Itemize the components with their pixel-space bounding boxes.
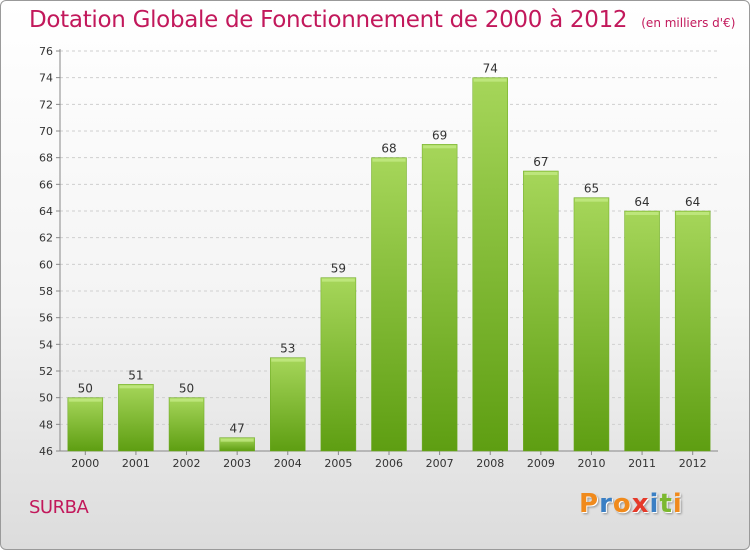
bar-highlight	[220, 438, 254, 442]
bar-2005	[320, 277, 357, 452]
place-name: SURBA	[29, 497, 89, 518]
bar-2009	[523, 170, 559, 452]
bar-highlight	[170, 398, 204, 402]
data-label-2004: 53	[280, 342, 295, 356]
bar-highlight	[473, 78, 507, 82]
bar-highlight	[68, 398, 102, 402]
data-label-2010: 65	[584, 182, 599, 196]
bar-2000	[67, 397, 104, 452]
data-label-2000: 50	[78, 382, 93, 396]
bar-highlight	[423, 145, 457, 149]
bars	[67, 77, 711, 452]
data-label-2009: 67	[533, 155, 548, 169]
y-tick-label: 46	[39, 445, 53, 458]
bar-highlight	[625, 212, 659, 215]
y-tick-label: 60	[39, 258, 53, 271]
data-label-2001: 51	[128, 368, 143, 382]
y-tick-label: 54	[39, 338, 53, 351]
data-label-2002: 50	[179, 382, 194, 396]
bar-highlight	[119, 385, 153, 389]
y-tick-label: 50	[39, 392, 53, 405]
bar-2012	[674, 210, 711, 452]
logo-letter: o	[612, 489, 632, 519]
y-tick-label: 48	[39, 418, 53, 431]
y-tick-label: 56	[39, 312, 53, 325]
bar-2001	[118, 384, 154, 452]
logo-letter: r	[599, 489, 613, 519]
bar-2006	[371, 157, 407, 452]
data-label-2011: 64	[634, 195, 649, 209]
data-label-2006: 68	[381, 142, 396, 156]
x-tick-label-2011: 2011	[628, 457, 656, 470]
data-label-2012: 64	[685, 195, 700, 209]
y-tick-label: 62	[39, 232, 53, 245]
bar-highlight	[574, 198, 608, 202]
bar-highlight	[676, 212, 710, 215]
y-tick-label: 58	[39, 285, 53, 298]
data-label-2007: 69	[432, 128, 447, 142]
data-label-2008: 74	[483, 62, 498, 76]
x-tick-label-2005: 2005	[324, 457, 352, 470]
proxiti-logo: Proxiti	[579, 489, 683, 519]
x-tick-label-2000: 2000	[71, 457, 99, 470]
x-tick-label-2001: 2001	[122, 457, 150, 470]
bar-highlight	[372, 158, 406, 162]
x-tick-label-2003: 2003	[223, 457, 251, 470]
bar-highlight	[271, 358, 305, 362]
chart-title: Dotation Globale de Fonctionnement de 20…	[29, 7, 735, 33]
logo-letter: x	[631, 489, 650, 519]
logo-letter: i	[649, 489, 660, 519]
x-tick-label-2008: 2008	[476, 457, 504, 470]
y-tick-label: 70	[39, 125, 53, 138]
logo-letter: P	[579, 489, 600, 519]
y-tick-label: 66	[39, 178, 53, 191]
data-label-2005: 59	[331, 262, 346, 276]
data-label-2003: 47	[230, 422, 245, 436]
bar-highlight	[524, 172, 558, 175]
logo-letter: t	[659, 489, 673, 519]
bar-2011	[624, 210, 660, 452]
bar-2004	[270, 357, 306, 452]
x-tick-label-2007: 2007	[426, 457, 454, 470]
x-tick-label-2010: 2010	[577, 457, 605, 470]
bar-2010	[573, 197, 610, 452]
y-tick-label: 76	[39, 45, 53, 58]
bar-2008	[472, 77, 508, 452]
x-tick-label-2009: 2009	[527, 457, 555, 470]
y-tick-label: 72	[39, 98, 53, 111]
bar-2007	[421, 144, 458, 452]
bar-highlight	[321, 278, 355, 282]
x-tick-label-2004: 2004	[274, 457, 302, 470]
y-tick-label: 68	[39, 152, 53, 165]
chart-unit: (en milliers d'€)	[641, 16, 736, 30]
y-tick-label: 74	[39, 72, 53, 85]
chart-title-text: Dotation Globale de Fonctionnement de 20…	[29, 7, 628, 33]
x-tick-label-2012: 2012	[679, 457, 707, 470]
x-tick-label-2006: 2006	[375, 457, 403, 470]
y-tick-label: 64	[39, 205, 53, 218]
labels: 46 48 50 52 54 56 58 60 62 64 66 68 70 72 74 76 50 2000 51…	[39, 45, 707, 470]
x-tick-label-2002: 2002	[173, 457, 201, 470]
bar-2002	[168, 397, 205, 452]
y-tick-label: 52	[39, 365, 53, 378]
logo-letter: i	[672, 489, 683, 519]
